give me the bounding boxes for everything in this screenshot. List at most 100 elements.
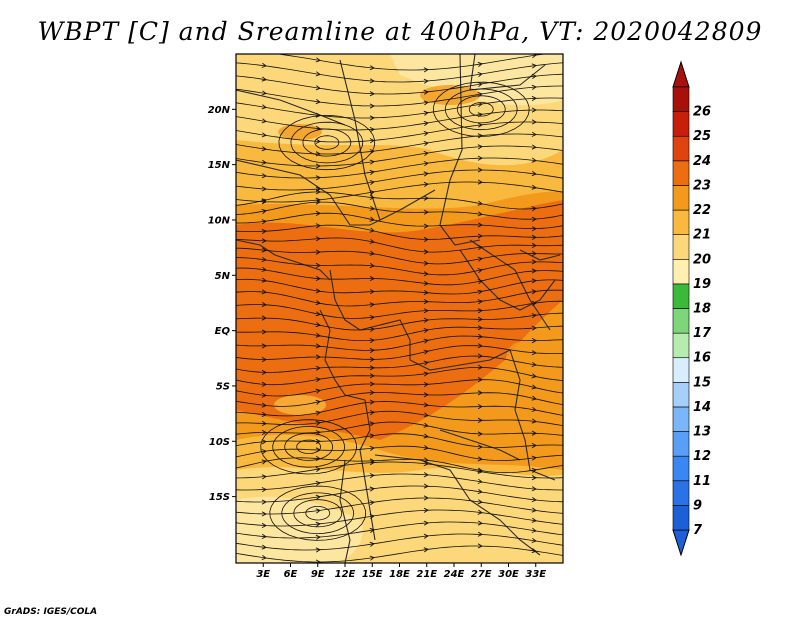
colorbar-label: 7 xyxy=(693,523,703,538)
stream-arrow xyxy=(423,195,429,201)
stream-arrow xyxy=(531,455,537,461)
streamline-zonal xyxy=(236,267,563,286)
stream-arrow xyxy=(423,271,429,277)
colorbar-label: 11 xyxy=(693,474,711,489)
y-tick-label: EQ xyxy=(215,326,231,337)
stream-arrow xyxy=(423,161,429,167)
stream-arrow xyxy=(369,337,375,344)
stream-arrow xyxy=(423,533,429,539)
stream-arrow xyxy=(477,244,483,251)
stream-arrow xyxy=(531,442,537,449)
stream-arrow xyxy=(423,349,429,355)
colorbar-swatch xyxy=(672,185,690,211)
streamline-zonal xyxy=(236,345,563,360)
stream-arrow xyxy=(315,322,321,328)
stream-arrow xyxy=(477,444,483,450)
streamline-south xyxy=(236,521,563,539)
y-tick-label: 20N xyxy=(208,105,231,116)
stream-arrow xyxy=(531,361,537,368)
stream-arrow xyxy=(315,300,321,306)
stream-arrow xyxy=(423,457,429,463)
streamline-anticyclone xyxy=(302,128,352,157)
stream-arrow xyxy=(315,438,321,444)
streamline-zonal xyxy=(236,201,563,220)
stream-arrow xyxy=(369,445,375,451)
streamline-zonal xyxy=(236,421,563,436)
streamline-zonal xyxy=(236,224,563,240)
x-tick-label: 15E xyxy=(362,569,383,580)
stream-arrow xyxy=(261,511,267,517)
streamlines xyxy=(236,54,563,563)
streamline-anticyclone xyxy=(314,135,340,150)
y-tick-label: 5N xyxy=(215,271,231,282)
border-line xyxy=(236,89,346,126)
colorbar-label: 21 xyxy=(693,228,711,243)
streamline-south xyxy=(236,461,563,479)
stream-arrow xyxy=(477,543,483,549)
stream-arrow xyxy=(369,513,375,520)
streamline-south xyxy=(236,497,563,515)
stream-arrow xyxy=(477,308,483,314)
shade-north-light xyxy=(390,54,563,106)
colorbar-swatch xyxy=(672,283,690,309)
stream-arrow xyxy=(315,99,321,105)
streamline-anticyclone xyxy=(281,492,355,535)
stream-arrow xyxy=(261,411,267,418)
stream-arrow xyxy=(315,365,321,371)
stream-arrow xyxy=(261,343,267,349)
stream-arrow xyxy=(423,78,429,84)
stream-arrow xyxy=(369,78,375,84)
stream-arrow xyxy=(477,499,483,505)
stream-arrow xyxy=(369,115,375,121)
stream-arrow xyxy=(369,373,375,379)
stream-arrow xyxy=(531,527,537,533)
stream-arrow xyxy=(261,228,267,234)
streamline-zonal xyxy=(236,278,563,295)
shade-blob xyxy=(420,85,480,105)
stream-arrow xyxy=(261,522,267,529)
stream-arrow xyxy=(315,559,321,563)
colorbar-label: 22 xyxy=(693,203,711,218)
streamline-anticyclone xyxy=(444,88,518,131)
colorbar-swatch xyxy=(672,258,690,285)
y-tick-label: 5S xyxy=(216,381,230,392)
streamline-zonal xyxy=(236,335,563,351)
stream-arrow xyxy=(531,384,537,390)
stream-arrow xyxy=(477,222,483,228)
stream-arrow xyxy=(423,433,429,439)
colorbar-label: 20 xyxy=(693,252,711,267)
colorbar-swatch xyxy=(672,332,690,359)
stream-arrow xyxy=(369,194,375,200)
x-tick-label: 30E xyxy=(498,569,519,580)
stream-arrow xyxy=(477,404,483,410)
border-line xyxy=(236,239,331,281)
stream-arrow xyxy=(531,251,537,257)
stream-arrow xyxy=(315,410,321,416)
border-line xyxy=(339,459,351,563)
stream-arrow xyxy=(477,279,483,285)
streamline-zonal xyxy=(236,312,563,331)
colorbar-swatch xyxy=(672,160,690,186)
stream-arrow xyxy=(423,290,429,296)
stream-arrow xyxy=(423,100,429,106)
stream-arrow xyxy=(369,486,375,492)
stream-arrow xyxy=(423,483,429,489)
colorbar: 7 9 11 12 13 14 15 16 17 18 19 20 21 22 23 24 25 26 xyxy=(672,60,712,557)
colorbar-label: 17 xyxy=(693,326,712,341)
chart-title: WBPT [C] and Sreamline at 400hPa, VT: 20… xyxy=(38,17,763,46)
streamline-zonal xyxy=(236,191,563,210)
colorbar-swatch xyxy=(672,357,690,383)
stream-arrow xyxy=(531,131,537,137)
stream-arrow xyxy=(531,206,537,212)
shade-blob xyxy=(506,342,534,378)
stream-arrow xyxy=(261,315,267,321)
stream-arrow xyxy=(531,548,537,554)
stream-arrow xyxy=(369,65,375,71)
stream-arrow xyxy=(531,84,537,90)
colorbar-swatch xyxy=(672,431,690,457)
stream-arrow xyxy=(423,236,429,242)
stream-arrow xyxy=(531,95,537,101)
x-tick-label: 18E xyxy=(389,569,410,580)
stream-arrow xyxy=(369,169,375,175)
